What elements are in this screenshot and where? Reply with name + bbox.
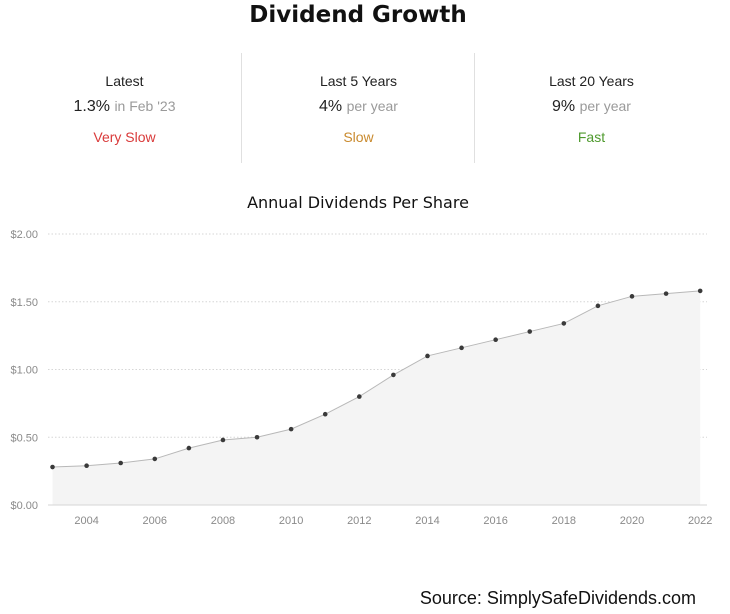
dividend-stats-panel: Latest 1.3% in Feb '23 Very Slow Last 5 … — [8, 53, 708, 163]
data-point — [527, 329, 533, 334]
x-tick-label: 2014 — [415, 515, 439, 527]
stat-rating: Very Slow — [93, 129, 156, 145]
x-tick-label: 2006 — [143, 515, 167, 527]
data-point — [50, 464, 55, 470]
data-point — [459, 345, 464, 351]
x-tick-label: 2012 — [347, 515, 371, 527]
data-point — [84, 463, 89, 469]
data-point — [118, 460, 123, 466]
stat-value: 1.3% — [73, 98, 110, 115]
data-point — [254, 434, 260, 440]
area-fill — [52, 290, 701, 505]
dividends-chart: $0.00 $0.50 $1.00 $1.50 $2.00 2004 2006 2008 201… — [10, 229, 712, 527]
data-point — [152, 456, 158, 462]
stat-value: 9% — [552, 98, 576, 115]
series-line — [52, 290, 701, 468]
stat-value: 4% — [319, 98, 343, 115]
y-tick-label: $1.00 — [10, 365, 38, 377]
data-point — [288, 426, 294, 432]
data-point — [425, 353, 430, 359]
data-point — [220, 437, 226, 443]
stat-label: Last 20 Years — [549, 73, 634, 89]
stat-unit: in Feb '23 — [114, 98, 176, 114]
x-tick-label: 2004 — [74, 515, 98, 527]
stat-unit: per year — [346, 98, 398, 114]
data-point — [186, 445, 192, 451]
page-title: Dividend Growth — [249, 2, 467, 28]
data-point — [629, 294, 635, 299]
data-point — [697, 288, 703, 294]
data-point — [391, 372, 396, 378]
x-tick-label: 2018 — [552, 515, 576, 527]
data-point — [663, 291, 669, 296]
stat-last-5-years: Last 5 Years 4% per year Slow — [241, 53, 475, 163]
data-point — [357, 394, 362, 399]
stat-label: Last 5 Years — [319, 73, 398, 89]
stat-unit: per year — [579, 98, 631, 114]
stat-value-line: 1.3% in Feb '23 — [8, 98, 241, 116]
x-tick-label: 2008 — [211, 515, 235, 527]
y-tick-label: $1.50 — [10, 297, 38, 309]
stat-latest: Latest 1.3% in Feb '23 Very Slow — [8, 53, 241, 163]
data-point — [493, 337, 498, 342]
stat-label: Latest — [105, 73, 144, 89]
y-tick-label: $2.00 — [10, 229, 38, 241]
stat-rating: Slow — [343, 129, 374, 145]
x-tick-label: 2020 — [620, 515, 644, 527]
data-point — [561, 321, 567, 326]
x-tick-label: 2016 — [483, 515, 507, 527]
data-point — [595, 303, 601, 309]
source-credit: Source: SimplySafeDividends.com — [419, 588, 696, 608]
x-tick-label: 2010 — [279, 515, 303, 527]
y-tick-label: $0.00 — [10, 500, 38, 512]
stat-rating: Fast — [577, 129, 606, 145]
x-tick-label: 2022 — [688, 515, 712, 527]
y-tick-label: $0.50 — [10, 432, 38, 444]
data-point — [322, 411, 328, 417]
stat-last-20-years: Last 20 Years 9% per year Fast — [474, 53, 708, 163]
stat-value-line: 4% per year — [242, 98, 475, 116]
stat-value-line: 9% per year — [475, 98, 708, 116]
chart-title: Annual Dividends Per Share — [247, 193, 469, 212]
